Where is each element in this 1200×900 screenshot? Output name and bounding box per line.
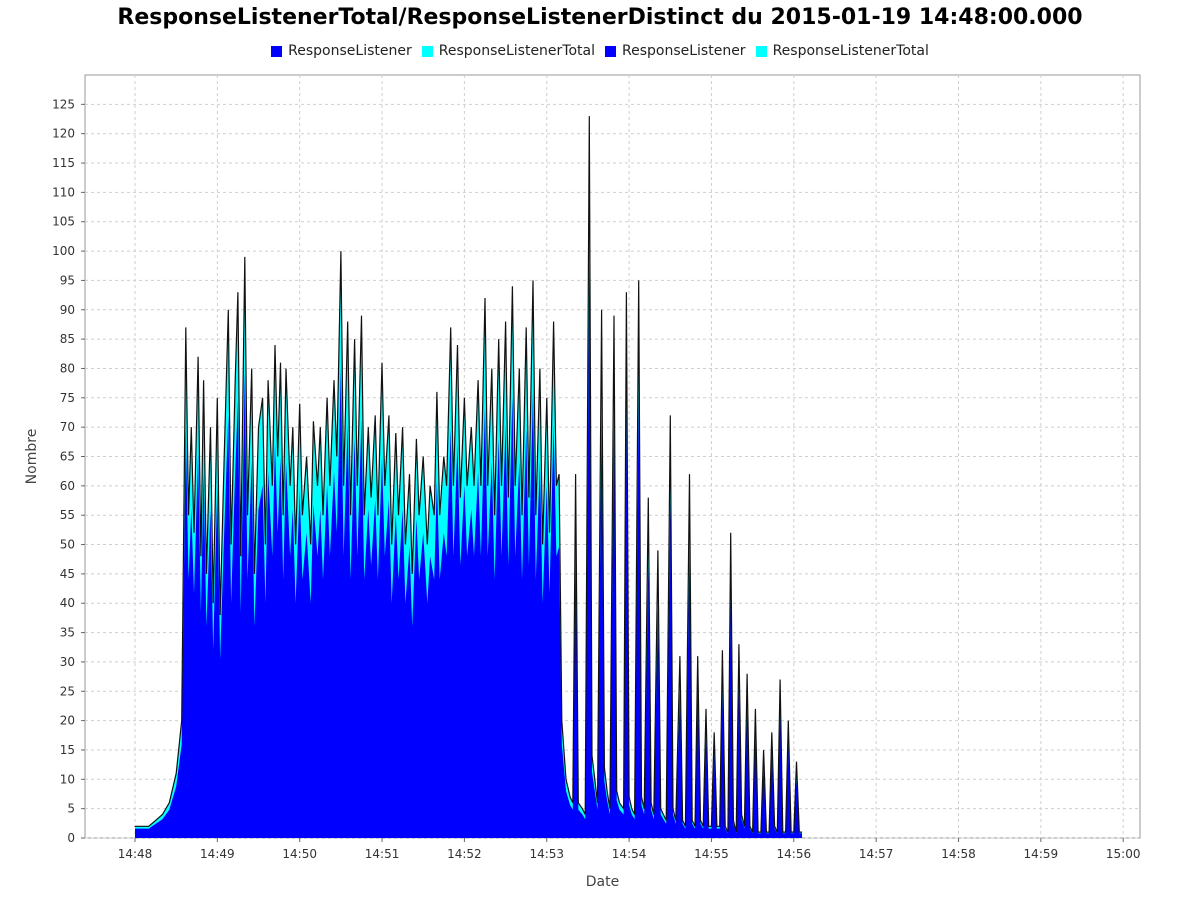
y-tick-label: 125	[52, 97, 75, 111]
y-tick-label: 120	[52, 127, 75, 141]
x-tick-label: 14:54	[612, 847, 647, 861]
x-tick-label: 14:55	[694, 847, 729, 861]
chart-legend: ResponseListener ResponseListenerTotal R…	[0, 43, 1200, 59]
y-tick-label: 90	[60, 303, 75, 317]
y-tick-label: 80	[60, 361, 75, 375]
x-tick-label: 14:48	[118, 847, 153, 861]
y-tick-label: 65	[60, 450, 75, 464]
legend-item: ResponseListenerTotal	[755, 43, 929, 59]
y-tick-label: 95	[60, 273, 75, 287]
y-tick-label: 30	[60, 655, 75, 669]
x-tick-label: 15:00	[1106, 847, 1141, 861]
x-axis-label: Date	[586, 874, 619, 890]
x-tick-label: 14:51	[365, 847, 400, 861]
axes-group: 0 5 10 15 20 25 30 35 40 45 50 55 60 65 70 75 80 85 90 95 10…	[52, 97, 1140, 861]
y-tick-label: 115	[52, 156, 75, 170]
y-tick-label: 20	[60, 714, 75, 728]
y-tick-label: 40	[60, 596, 75, 610]
y-tick-label: 45	[60, 567, 75, 581]
y-tick-label: 0	[67, 831, 75, 845]
y-tick-label: 10	[60, 772, 75, 786]
legend-item: ResponseListener	[605, 43, 746, 59]
y-tick-label: 15	[60, 743, 75, 757]
x-tick-label: 14:50	[282, 847, 317, 861]
y-tick-label: 85	[60, 332, 75, 346]
legend-label: ResponseListener	[288, 43, 412, 59]
y-tick-label: 75	[60, 391, 75, 405]
x-tick-label: 14:58	[941, 847, 976, 861]
series-area-responselistener	[135, 260, 803, 838]
legend-label: ResponseListenerTotal	[438, 43, 595, 59]
y-tick-label: 35	[60, 626, 75, 640]
series-group	[134, 116, 803, 839]
y-tick-label: 110	[52, 185, 75, 199]
legend-label: ResponseListenerTotal	[772, 43, 929, 59]
y-tick-label: 100	[52, 244, 75, 258]
y-tick-label: 70	[60, 420, 75, 434]
legend-swatch	[421, 45, 433, 57]
legend-item: ResponseListener	[271, 43, 412, 59]
x-tick-label: 14:59	[1024, 847, 1059, 861]
y-axis-label: Nombre	[24, 429, 40, 485]
x-tick-label: 14:49	[200, 847, 235, 861]
chart-title: ResponseListenerTotal/ResponseListenerDi…	[117, 5, 1083, 30]
x-tick-label: 14:56	[777, 847, 812, 861]
legend-swatch	[755, 45, 767, 57]
legend-swatch	[605, 45, 616, 57]
legend-swatch	[271, 45, 283, 57]
y-tick-label: 60	[60, 479, 75, 493]
y-tick-label: 55	[60, 508, 75, 522]
y-tick-label: 50	[60, 538, 75, 552]
x-tick-label: 14:53	[529, 847, 564, 861]
legend-label: ResponseListener	[622, 43, 746, 59]
legend-item: ResponseListenerTotal	[421, 43, 595, 59]
x-tick-label: 14:57	[859, 847, 894, 861]
y-tick-label: 25	[60, 684, 75, 698]
y-tick-label: 5	[67, 802, 75, 816]
y-tick-label: 105	[52, 215, 75, 229]
x-tick-label: 14:52	[447, 847, 482, 861]
series-line-responselistenertotal	[134, 116, 802, 833]
